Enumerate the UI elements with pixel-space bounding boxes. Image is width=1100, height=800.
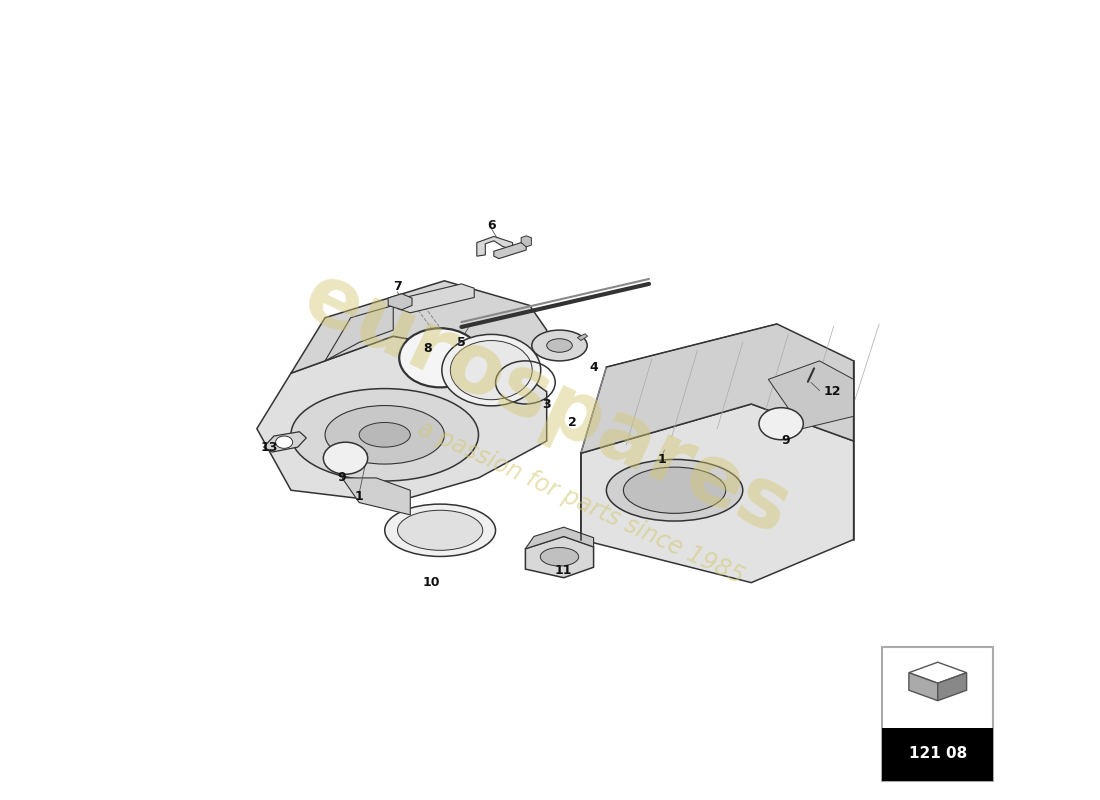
Text: 9: 9: [338, 471, 346, 485]
Text: 11: 11: [556, 564, 572, 577]
Text: 6: 6: [487, 219, 496, 232]
Polygon shape: [909, 662, 967, 683]
Text: 121 08: 121 08: [909, 746, 967, 761]
Text: 12: 12: [824, 385, 842, 398]
Ellipse shape: [359, 422, 410, 447]
Text: eurospares: eurospares: [290, 256, 803, 552]
Text: 10: 10: [422, 576, 440, 589]
Ellipse shape: [531, 330, 587, 361]
Ellipse shape: [540, 547, 579, 566]
Polygon shape: [909, 673, 937, 701]
Text: 7: 7: [393, 281, 402, 294]
Circle shape: [442, 334, 541, 406]
Polygon shape: [526, 537, 594, 578]
Text: 1: 1: [658, 453, 667, 466]
Polygon shape: [264, 432, 306, 452]
Text: 13: 13: [261, 441, 278, 454]
Circle shape: [759, 408, 803, 440]
Ellipse shape: [397, 510, 483, 550]
Text: 8: 8: [424, 342, 431, 355]
Polygon shape: [768, 361, 854, 429]
Polygon shape: [581, 404, 854, 582]
Text: a passion for parts since 1985: a passion for parts since 1985: [414, 416, 748, 589]
Polygon shape: [397, 284, 474, 313]
Text: 4: 4: [590, 361, 598, 374]
Ellipse shape: [385, 504, 495, 557]
Polygon shape: [521, 236, 531, 247]
Circle shape: [399, 328, 481, 387]
Circle shape: [276, 436, 293, 448]
Ellipse shape: [326, 406, 444, 464]
Polygon shape: [476, 237, 513, 256]
Polygon shape: [526, 527, 594, 549]
Polygon shape: [494, 242, 526, 258]
Ellipse shape: [292, 389, 478, 481]
Text: 9: 9: [781, 434, 790, 447]
Polygon shape: [342, 478, 410, 515]
FancyBboxPatch shape: [882, 646, 993, 781]
Polygon shape: [937, 673, 967, 701]
Text: 5: 5: [458, 336, 465, 349]
Circle shape: [323, 442, 367, 474]
FancyBboxPatch shape: [882, 728, 993, 781]
Polygon shape: [388, 294, 412, 310]
Polygon shape: [578, 334, 587, 341]
Polygon shape: [326, 306, 394, 361]
Text: 1: 1: [355, 490, 363, 503]
Text: 3: 3: [542, 398, 551, 410]
Circle shape: [450, 341, 532, 400]
Polygon shape: [257, 336, 547, 502]
Polygon shape: [581, 324, 854, 454]
Ellipse shape: [624, 467, 726, 514]
Ellipse shape: [606, 459, 742, 521]
Ellipse shape: [547, 338, 572, 352]
Text: 2: 2: [568, 416, 576, 429]
Polygon shape: [290, 281, 547, 373]
